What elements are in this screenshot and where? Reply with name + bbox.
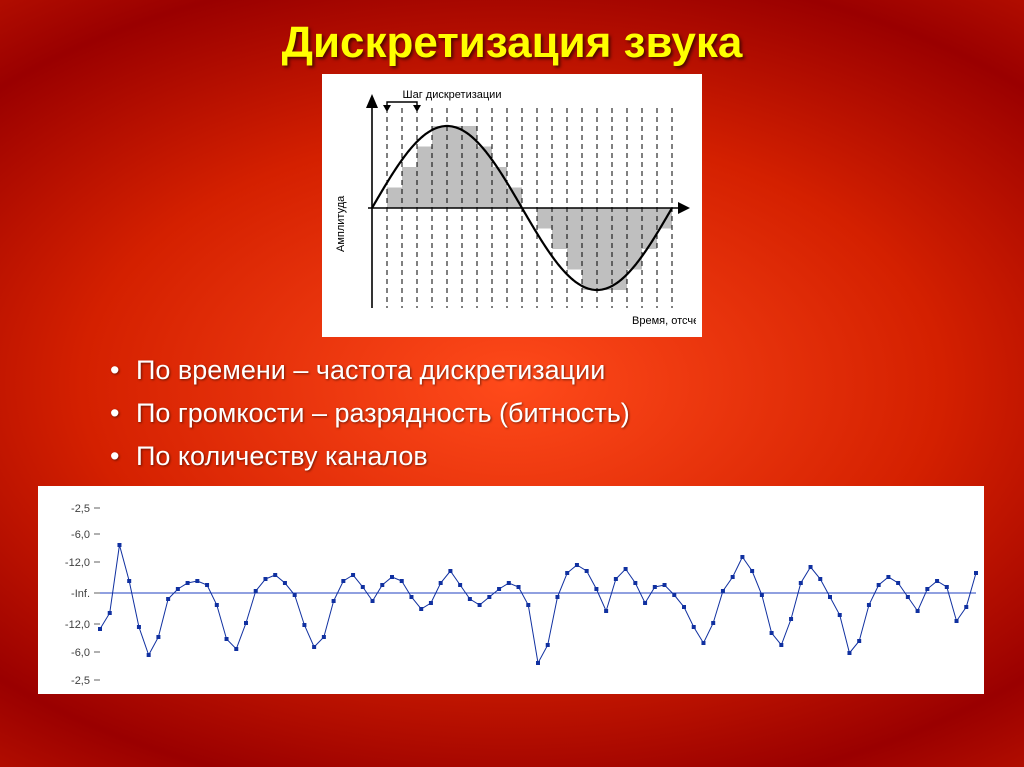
sampling-diagram-svg: Шаг дискретизации Время, отсчеты Амплитуда [328, 78, 696, 328]
bullet-item: По времени – частота дискретизации [110, 355, 984, 386]
bullet-list: По времени – частота дискретизации По гро… [110, 355, 984, 472]
svg-text:-6,0: -6,0 [71, 529, 90, 541]
slide: Дискретизация звука Шаг дискретизации Вре… [0, 0, 1024, 767]
svg-text:Амплитуда: Амплитуда [335, 195, 347, 252]
svg-text:-12,0: -12,0 [65, 557, 90, 569]
bullet-item: По количеству каналов [110, 441, 984, 472]
svg-text:-2,5: -2,5 [71, 675, 90, 687]
svg-text:Шаг дискретизации: Шаг дискретизации [403, 89, 502, 101]
svg-text:-12,0: -12,0 [65, 619, 90, 631]
svg-text:-2,5: -2,5 [71, 503, 90, 515]
svg-text:-6,0: -6,0 [71, 647, 90, 659]
svg-text:-Inf.: -Inf. [71, 588, 90, 600]
slide-title: Дискретизация звука [40, 18, 984, 68]
svg-text:Время, отсчеты: Время, отсчеты [632, 315, 696, 327]
waveform-svg: -2,5 -6,0 -12,0 -Inf. -12,0 -6,0 -2,5 [38, 486, 984, 694]
waveform-chart: -2,5 -6,0 -12,0 -Inf. -12,0 -6,0 -2,5 [38, 486, 984, 694]
sampling-diagram: Шаг дискретизации Время, отсчеты Амплитуда [322, 74, 702, 337]
bullet-item: По громкости – разрядность (битность) [110, 398, 984, 429]
